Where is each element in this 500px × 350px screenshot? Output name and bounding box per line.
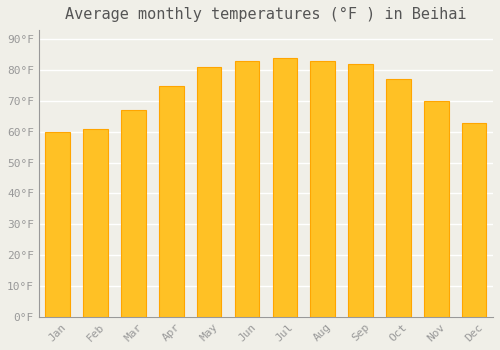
Bar <box>310 61 335 317</box>
Bar <box>84 129 108 317</box>
Bar <box>159 85 184 317</box>
Bar <box>462 122 486 317</box>
Bar <box>121 110 146 317</box>
Bar <box>424 101 448 317</box>
Bar <box>197 67 222 317</box>
Title: Average monthly temperatures (°F ) in Beihai: Average monthly temperatures (°F ) in Be… <box>65 7 466 22</box>
Bar <box>46 132 70 317</box>
Bar <box>272 58 297 317</box>
Bar <box>348 64 373 317</box>
Bar <box>386 79 410 317</box>
Bar <box>234 61 260 317</box>
